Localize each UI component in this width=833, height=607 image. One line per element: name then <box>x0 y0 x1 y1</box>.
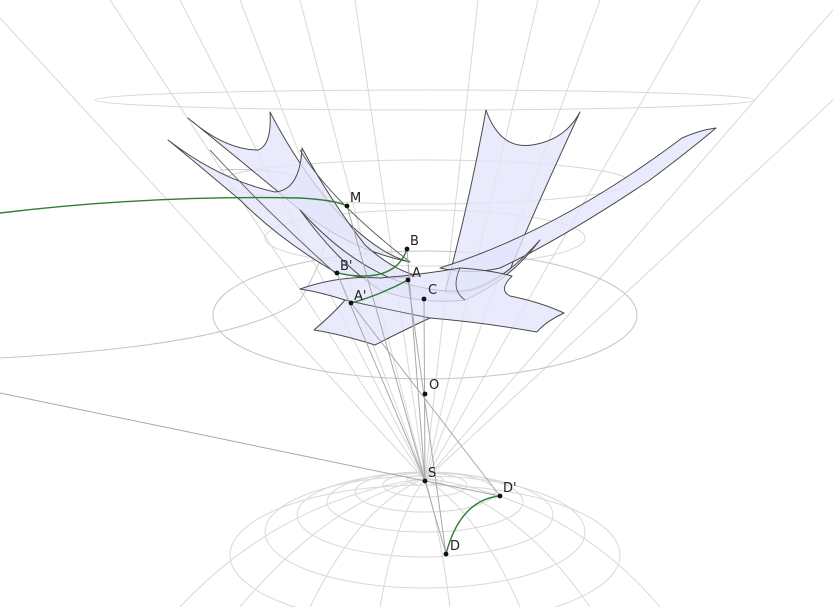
line-C-S <box>423 298 426 482</box>
label-O: O <box>429 378 439 393</box>
label-C: C <box>428 283 437 298</box>
label-D: D <box>450 539 460 554</box>
point-O <box>422 391 428 397</box>
line-S-Dprime <box>424 480 501 497</box>
line-Aprime-Dprime <box>350 302 501 497</box>
line-B-S <box>406 248 426 482</box>
point-D-prime <box>497 493 503 499</box>
line-A-D <box>407 279 447 555</box>
label-A-prime: A' <box>354 289 366 304</box>
curve-B-Bprime <box>336 248 408 277</box>
point-M <box>344 203 350 209</box>
green-curves <box>0 196 501 555</box>
point-B-prime <box>334 270 340 276</box>
curve-A-Aprime <box>350 279 409 304</box>
saddle-surfaces <box>167 109 717 346</box>
right-wing-patch <box>439 127 717 272</box>
curve-D-Dprime <box>445 495 501 555</box>
line-S-D <box>424 480 447 555</box>
construction-lines <box>0 205 501 555</box>
lower-dome <box>179 471 661 607</box>
point-B <box>404 246 410 252</box>
line-left-to-S <box>0 392 426 482</box>
label-B-prime: B' <box>340 259 353 274</box>
label-A: A <box>412 266 421 281</box>
label-S: S <box>428 466 436 481</box>
label-M: M <box>350 191 361 206</box>
point-A-prime <box>348 300 354 306</box>
line-M-S <box>346 205 426 482</box>
point-C <box>421 296 427 302</box>
curve-to-M <box>0 196 348 214</box>
label-B: B <box>410 234 419 249</box>
point-D <box>443 551 449 557</box>
point-A <box>405 277 411 283</box>
points <box>334 203 503 557</box>
lower-flat-patch <box>299 267 565 346</box>
left-front-patch <box>167 139 421 279</box>
label-D-prime: D' <box>503 481 517 496</box>
point-labels: M B B' A A' C O S D' D <box>340 191 517 554</box>
line-Bprime-S <box>336 272 426 482</box>
point-S <box>422 478 428 484</box>
